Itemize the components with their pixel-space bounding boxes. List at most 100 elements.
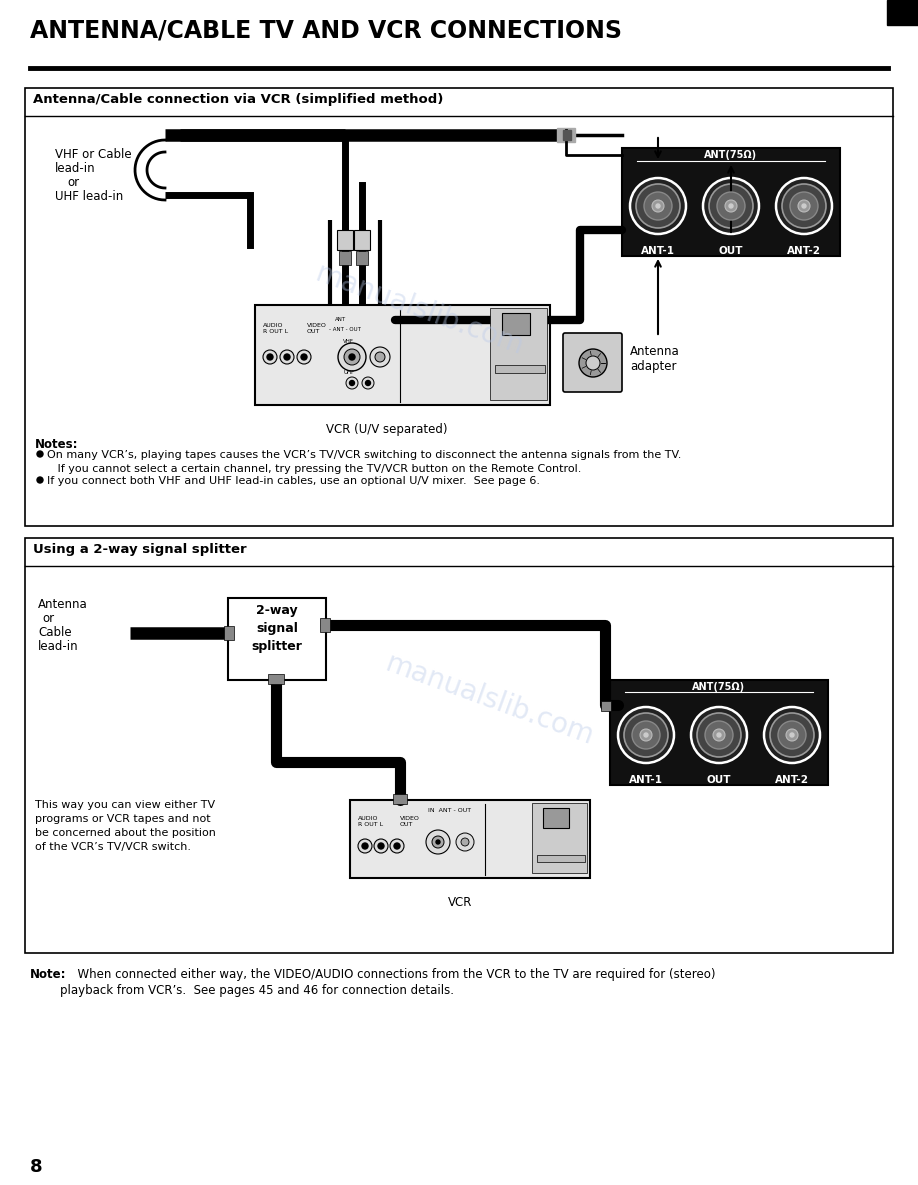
Circle shape bbox=[776, 178, 832, 233]
Circle shape bbox=[778, 720, 806, 749]
Bar bbox=[224, 626, 234, 640]
Circle shape bbox=[370, 347, 390, 367]
Text: OUT: OUT bbox=[719, 246, 744, 256]
Circle shape bbox=[297, 350, 311, 364]
Text: programs or VCR tapes and not: programs or VCR tapes and not bbox=[35, 814, 210, 824]
Bar bbox=[356, 251, 368, 265]
Text: Antenna/Cable connection via VCR (simplified method): Antenna/Cable connection via VCR (simpli… bbox=[33, 92, 443, 105]
Bar bbox=[25, 538, 893, 953]
Text: be concerned about the position: be concerned about the position bbox=[35, 828, 216, 838]
Circle shape bbox=[263, 350, 277, 364]
Circle shape bbox=[782, 184, 826, 228]
Bar bbox=[532, 803, 587, 873]
Circle shape bbox=[703, 178, 759, 233]
Circle shape bbox=[390, 839, 404, 853]
Circle shape bbox=[579, 350, 607, 377]
Circle shape bbox=[374, 839, 388, 853]
Circle shape bbox=[280, 350, 294, 364]
Text: ANT(75Ω): ANT(75Ω) bbox=[692, 683, 745, 692]
Text: UHF: UHF bbox=[343, 370, 354, 374]
Bar bbox=[354, 230, 370, 250]
Circle shape bbox=[365, 380, 371, 385]
Text: or: or bbox=[67, 177, 79, 188]
Circle shape bbox=[301, 354, 307, 360]
Bar bbox=[610, 680, 828, 784]
Text: manualslib.com: manualslib.com bbox=[312, 260, 528, 360]
Circle shape bbox=[586, 356, 600, 370]
Text: lead-in: lead-in bbox=[55, 162, 95, 175]
Circle shape bbox=[640, 729, 652, 741]
Circle shape bbox=[426, 830, 450, 854]
Circle shape bbox=[358, 839, 372, 853]
Text: AUDIO
R OUT L: AUDIO R OUT L bbox=[263, 324, 288, 334]
Circle shape bbox=[624, 713, 668, 757]
Circle shape bbox=[691, 707, 747, 763]
Bar bbox=[320, 619, 330, 632]
Circle shape bbox=[770, 713, 814, 757]
Text: On many VCR’s, playing tapes causes the VCR’s TV/VCR switching to disconnect the: On many VCR’s, playing tapes causes the … bbox=[47, 450, 681, 460]
Bar bbox=[563, 130, 571, 140]
Text: ANT-2: ANT-2 bbox=[787, 246, 821, 256]
Circle shape bbox=[656, 204, 660, 209]
Circle shape bbox=[284, 354, 290, 360]
Text: Note:: Note: bbox=[30, 968, 66, 981]
Bar bbox=[495, 365, 545, 373]
Circle shape bbox=[394, 843, 400, 848]
Text: Antenna: Antenna bbox=[38, 598, 88, 611]
Circle shape bbox=[725, 200, 737, 212]
FancyBboxPatch shape bbox=[563, 333, 622, 392]
Text: IN  ANT - OUT: IN ANT - OUT bbox=[428, 808, 471, 813]
Circle shape bbox=[375, 352, 385, 361]
Text: ANT: ANT bbox=[335, 318, 346, 322]
Text: VCR: VCR bbox=[448, 896, 472, 909]
Bar bbox=[537, 856, 585, 861]
Circle shape bbox=[349, 354, 355, 360]
Circle shape bbox=[432, 835, 444, 848]
Text: of the VCR’s TV/VCR switch.: of the VCR’s TV/VCR switch. bbox=[35, 843, 191, 852]
Bar bbox=[622, 148, 840, 256]
Text: OUT: OUT bbox=[707, 775, 732, 784]
Text: Cable: Cable bbox=[38, 626, 72, 639]
Bar bbox=[25, 88, 893, 526]
Circle shape bbox=[362, 377, 374, 389]
Circle shape bbox=[652, 200, 664, 212]
Bar bbox=[393, 794, 407, 803]
Text: ANT-1: ANT-1 bbox=[629, 775, 663, 784]
Circle shape bbox=[764, 707, 820, 763]
Text: VIDEO
OUT: VIDEO OUT bbox=[307, 324, 327, 334]
Circle shape bbox=[790, 734, 794, 737]
Circle shape bbox=[717, 192, 745, 220]
Circle shape bbox=[344, 350, 360, 365]
Text: 8: 8 bbox=[30, 1158, 42, 1176]
Circle shape bbox=[630, 178, 686, 233]
Text: ANT-1: ANT-1 bbox=[641, 246, 675, 256]
Text: manualslib.com: manualslib.com bbox=[382, 649, 599, 751]
Text: UHF lead-in: UHF lead-in bbox=[55, 190, 123, 203]
Circle shape bbox=[705, 720, 733, 749]
Circle shape bbox=[713, 729, 725, 741]
Circle shape bbox=[346, 377, 358, 389]
Circle shape bbox=[729, 204, 733, 209]
Text: ANT-2: ANT-2 bbox=[775, 775, 809, 784]
Circle shape bbox=[362, 843, 368, 848]
Circle shape bbox=[461, 838, 469, 846]
Circle shape bbox=[37, 451, 43, 457]
Text: Antenna
adapter: Antenna adapter bbox=[630, 345, 679, 373]
Circle shape bbox=[709, 184, 753, 228]
Circle shape bbox=[786, 729, 798, 741]
Text: or: or bbox=[42, 611, 54, 624]
Circle shape bbox=[717, 734, 721, 737]
Circle shape bbox=[378, 843, 384, 848]
Circle shape bbox=[790, 192, 818, 220]
Circle shape bbox=[697, 713, 741, 757]
Circle shape bbox=[267, 354, 273, 360]
Text: playback from VCR’s.  See pages 45 and 46 for connection details.: playback from VCR’s. See pages 45 and 46… bbox=[30, 984, 454, 997]
Text: 2-way
signal
splitter: 2-way signal splitter bbox=[252, 604, 302, 653]
Text: When connected either way, the VIDEO/AUDIO connections from the VCR to the TV ar: When connected either way, the VIDEO/AUD… bbox=[70, 968, 715, 981]
Text: VCR (U/V separated): VCR (U/V separated) bbox=[326, 423, 448, 436]
Text: - ANT - OUT: - ANT - OUT bbox=[329, 327, 361, 332]
Bar bbox=[557, 128, 575, 142]
Circle shape bbox=[350, 380, 354, 385]
Text: lead-in: lead-in bbox=[38, 640, 79, 653]
Bar bbox=[268, 674, 284, 684]
